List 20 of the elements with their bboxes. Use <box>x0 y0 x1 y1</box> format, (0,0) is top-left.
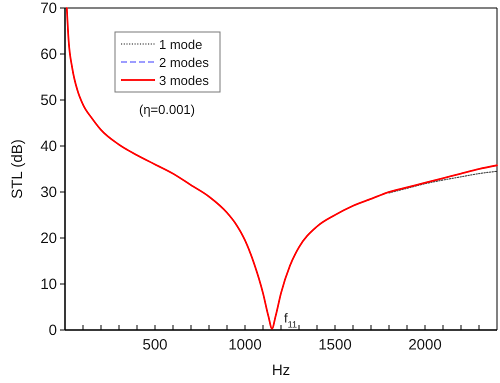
x-tick-label: 1000 <box>228 336 262 354</box>
y-tick-label: 10 <box>40 276 57 293</box>
x-axis-title: Hz <box>272 362 290 379</box>
y-tick-label: 60 <box>40 46 57 63</box>
line-series <box>388 170 498 194</box>
legend-label: 1 mode <box>159 37 202 52</box>
x-tick-label: 2000 <box>408 336 442 354</box>
x-tick-label: 500 <box>142 336 168 354</box>
annotation: f$_{11}$ <box>284 310 298 330</box>
y-tick-label: 20 <box>40 230 57 247</box>
x-tick-label: 1500 <box>318 336 352 354</box>
y-axis-title: STL (dB) <box>9 139 26 199</box>
y-tick-label: 40 <box>40 138 57 155</box>
legend-label: 2 modes <box>159 55 210 70</box>
legend-label: 3 modes <box>159 73 210 88</box>
y-tick-label: 50 <box>40 92 57 109</box>
y-tick-label: 70 <box>40 0 57 17</box>
annotation: (η=0.001) <box>138 102 196 117</box>
y-tick-label: 30 <box>40 184 57 201</box>
y-tick-label: 0 <box>48 322 57 339</box>
